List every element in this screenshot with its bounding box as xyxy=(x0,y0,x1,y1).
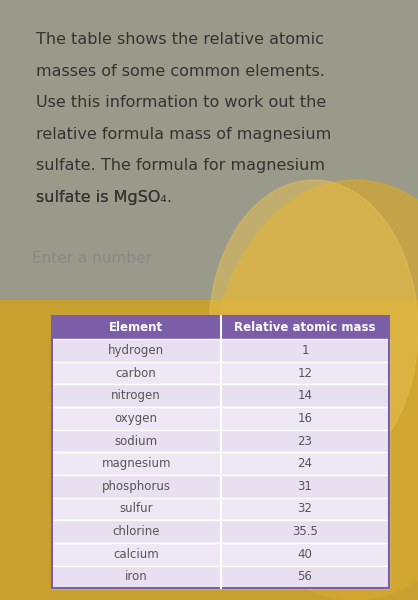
Text: sulfate. The formula for magnesium: sulfate. The formula for magnesium xyxy=(36,158,325,173)
Text: 32: 32 xyxy=(298,502,312,515)
Bar xyxy=(0,300,418,600)
Text: The table shows the relative atomic: The table shows the relative atomic xyxy=(36,32,324,47)
Text: nitrogen: nitrogen xyxy=(111,389,161,402)
Text: 56: 56 xyxy=(298,571,312,583)
FancyBboxPatch shape xyxy=(52,316,389,339)
Text: masses of some common elements.: masses of some common elements. xyxy=(36,64,325,79)
Text: oxygen: oxygen xyxy=(115,412,158,425)
FancyBboxPatch shape xyxy=(52,543,389,566)
Text: sulfur: sulfur xyxy=(120,502,153,515)
FancyBboxPatch shape xyxy=(52,385,389,407)
Text: 40: 40 xyxy=(298,548,312,561)
FancyBboxPatch shape xyxy=(52,339,389,362)
Text: Use this information to work out the: Use this information to work out the xyxy=(36,95,326,110)
Text: Element: Element xyxy=(109,322,163,334)
FancyBboxPatch shape xyxy=(52,566,389,588)
FancyBboxPatch shape xyxy=(52,430,389,452)
Text: iron: iron xyxy=(125,571,148,583)
Text: phosphorus: phosphorus xyxy=(102,480,171,493)
Text: Enter a number: Enter a number xyxy=(33,251,153,266)
Text: 14: 14 xyxy=(298,389,313,402)
Text: Relative atomic mass: Relative atomic mass xyxy=(234,322,376,334)
Text: calcium: calcium xyxy=(113,548,159,561)
FancyBboxPatch shape xyxy=(52,497,389,520)
Text: magnesium: magnesium xyxy=(102,457,171,470)
FancyBboxPatch shape xyxy=(52,520,389,543)
Text: sulfate is MgSO₄.: sulfate is MgSO₄. xyxy=(36,190,172,205)
FancyBboxPatch shape xyxy=(52,362,389,385)
FancyBboxPatch shape xyxy=(52,452,389,475)
Text: 31: 31 xyxy=(298,480,312,493)
Text: 24: 24 xyxy=(298,457,313,470)
Text: sodium: sodium xyxy=(115,434,158,448)
Bar xyxy=(0,0,418,300)
FancyBboxPatch shape xyxy=(52,407,389,430)
Text: 35.5: 35.5 xyxy=(292,525,318,538)
Circle shape xyxy=(209,180,418,480)
Text: 12: 12 xyxy=(298,367,313,380)
Text: 16: 16 xyxy=(298,412,313,425)
Text: carbon: carbon xyxy=(116,367,157,380)
Text: 23: 23 xyxy=(298,434,312,448)
Text: sulfate is MgSO: sulfate is MgSO xyxy=(36,190,161,205)
Text: hydrogen: hydrogen xyxy=(108,344,164,357)
Text: 1: 1 xyxy=(301,344,309,357)
FancyBboxPatch shape xyxy=(52,475,389,497)
Circle shape xyxy=(209,180,418,600)
Text: relative formula mass of magnesium: relative formula mass of magnesium xyxy=(36,127,331,142)
Text: chlorine: chlorine xyxy=(112,525,160,538)
